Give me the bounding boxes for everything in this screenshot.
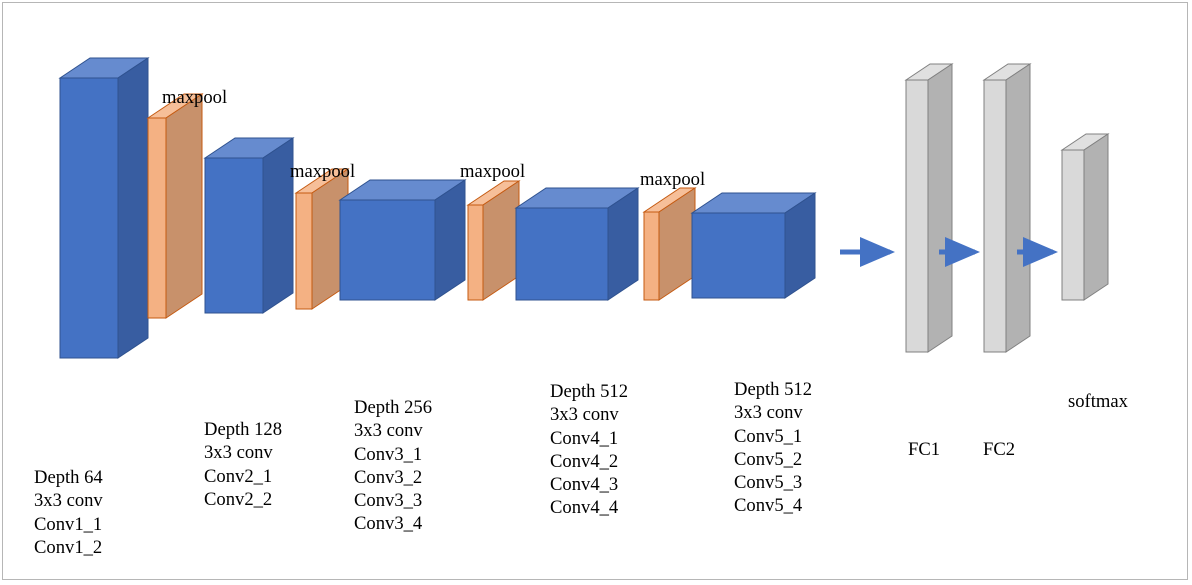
label-maxpool-2: maxpool xyxy=(290,160,355,183)
label-maxpool-1: maxpool xyxy=(162,86,227,109)
caption-conv2: Depth 128 3x3 conv Conv2_1 Conv2_2 xyxy=(204,418,282,511)
caption-conv5: Depth 512 3x3 conv Conv5_1 Conv5_2 Conv5… xyxy=(734,378,812,518)
label-fc2: FC2 xyxy=(983,438,1015,461)
label-fc1: FC1 xyxy=(908,438,940,461)
label-softmax: softmax xyxy=(1068,390,1128,413)
label-maxpool-3: maxpool xyxy=(460,160,525,183)
caption-conv4: Depth 512 3x3 conv Conv4_1 Conv4_2 Conv4… xyxy=(550,380,628,520)
caption-conv1: Depth 64 3x3 conv Conv1_1 Conv1_2 xyxy=(34,466,103,559)
caption-conv3: Depth 256 3x3 conv Conv3_1 Conv3_2 Conv3… xyxy=(354,396,432,536)
label-maxpool-4: maxpool xyxy=(640,168,705,191)
